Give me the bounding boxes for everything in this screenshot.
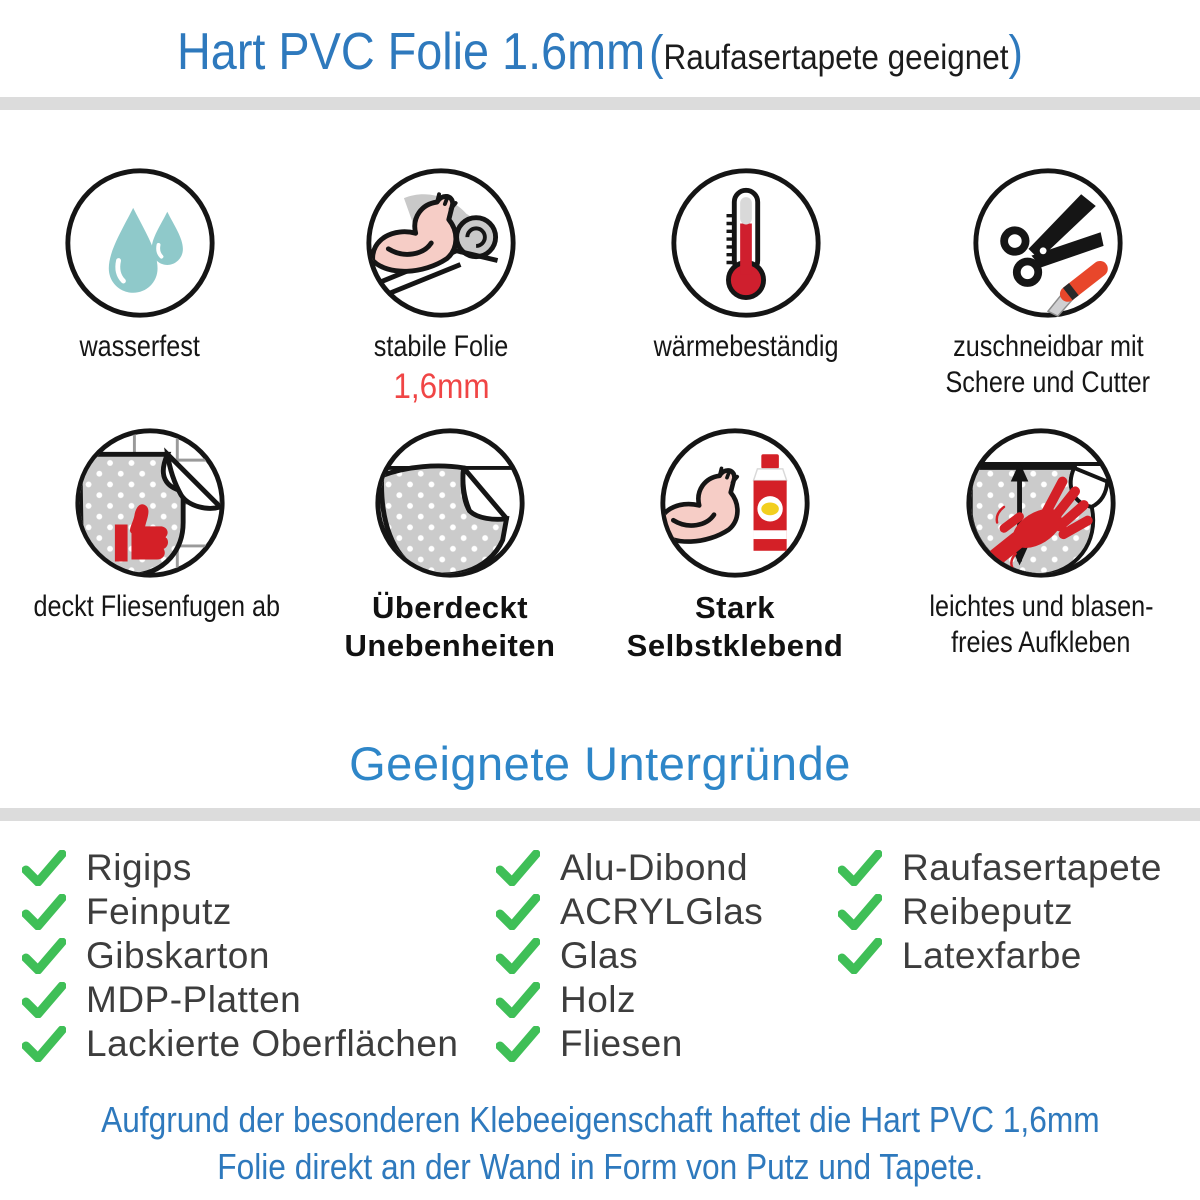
feature-label-line1: Überdeckt (371, 590, 529, 625)
checkmark-icon (22, 982, 66, 1018)
substrates-column-2: Alu-Dibond ACRYLGlas Glas Holz Fliesen (496, 846, 763, 1066)
substrates-column-1: Rigips Feinputz Gibskarton MDP-Platten L… (22, 846, 458, 1066)
title-subtitle: Raufasertapete geeignet (663, 38, 1009, 77)
list-item: Glas (496, 934, 763, 978)
list-item: MDP-Platten (22, 978, 458, 1022)
checkmark-icon (22, 850, 66, 886)
muscle-arm-glue-tube-icon (595, 425, 875, 581)
feature-label: wärmebeständig (653, 330, 839, 363)
feature-waermebestaendig: wärmebeständig (606, 165, 886, 365)
feature-selbstklebend: Stark Selbstklebend (595, 425, 875, 665)
feature-label: wasserfest (79, 330, 201, 363)
thermometer-icon (606, 165, 886, 321)
checkmark-icon (496, 894, 540, 930)
feature-label-line1: leichtes und blasen- (928, 590, 1154, 623)
feature-blasenfrei: leichtes und blasen- freies Aufkleben (901, 425, 1181, 661)
title-paren-close: ) (1008, 27, 1023, 80)
list-item: Fliesen (496, 1022, 763, 1066)
feature-label: stabile Folie (373, 330, 509, 363)
list-item: Rigips (22, 846, 458, 890)
feature-unebenheiten: Überdeckt Unebenheiten (310, 425, 590, 665)
list-item: Lackierte Oberflächen (22, 1022, 458, 1066)
feature-label: deckt Fliesenfugen ab (33, 590, 281, 623)
foil-fold-icon (310, 425, 590, 581)
divider-bar-top (0, 97, 1200, 110)
feature-label-line2: Unebenheiten (344, 628, 556, 663)
list-item: Feinputz (22, 890, 458, 934)
feature-fliesenfugen: deckt Fliesenfugen ab (10, 425, 290, 625)
feature-zuschneidbar: zuschneidbar mit Schere und Cutter (908, 165, 1188, 401)
substrates-column-3: Raufasertapete Reibeputz Latexfarbe (838, 846, 1162, 978)
muscle-arm-foil-roll-icon (301, 165, 581, 321)
list-item: Holz (496, 978, 763, 1022)
feature-label-line1: zuschneidbar mit (952, 330, 1144, 363)
tile-joints-thumbs-up-icon (10, 425, 290, 581)
list-item: Alu-Dibond (496, 846, 763, 890)
footer-note: Aufgrund der besonderen Klebeeigenschaft… (0, 1096, 1200, 1190)
feature-wasserfest: wasserfest (0, 165, 280, 365)
footer-line1: Aufgrund der besonderen Klebeeigenschaft… (100, 1099, 1100, 1140)
list-item: Latexfarbe (838, 934, 1162, 978)
checkmark-icon (496, 982, 540, 1018)
list-item: Reibeputz (838, 890, 1162, 934)
checkmark-icon (838, 850, 882, 886)
feature-label-line1: Stark (694, 590, 776, 625)
hand-smoothing-foil-icon (901, 425, 1181, 581)
checkmark-icon (838, 938, 882, 974)
substrates-heading: Geeignete Untergründe (349, 737, 851, 790)
feature-label-line2: Selbstklebend (626, 628, 844, 663)
page-title: Hart PVC Folie 1.6mm (Raufasertapete gee… (0, 22, 1200, 82)
title-paren-open: ( (649, 27, 664, 80)
list-item: ACRYLGlas (496, 890, 763, 934)
list-item: Raufasertapete (838, 846, 1162, 890)
checkmark-icon (496, 1026, 540, 1062)
scissors-cutter-icon (908, 165, 1188, 321)
water-drops-icon (0, 165, 280, 321)
feature-stabile-folie: stabile Folie 1,6mm (301, 165, 581, 407)
checkmark-icon (22, 894, 66, 930)
feature-thickness-value: 1,6mm (392, 367, 490, 406)
checkmark-icon (496, 850, 540, 886)
title-main: Hart PVC Folie 1.6mm (177, 23, 646, 81)
checkmark-icon (22, 1026, 66, 1062)
list-item: Gibskarton (22, 934, 458, 978)
checkmark-icon (22, 938, 66, 974)
checkmark-icon (838, 894, 882, 930)
feature-label-line2: Schere und Cutter (945, 366, 1151, 399)
checkmark-icon (496, 938, 540, 974)
footer-line2: Folie direkt an der Wand in Form von Put… (216, 1146, 983, 1187)
feature-label-line2: freies Aufkleben (951, 626, 1131, 659)
divider-bar-bottom (0, 808, 1200, 821)
